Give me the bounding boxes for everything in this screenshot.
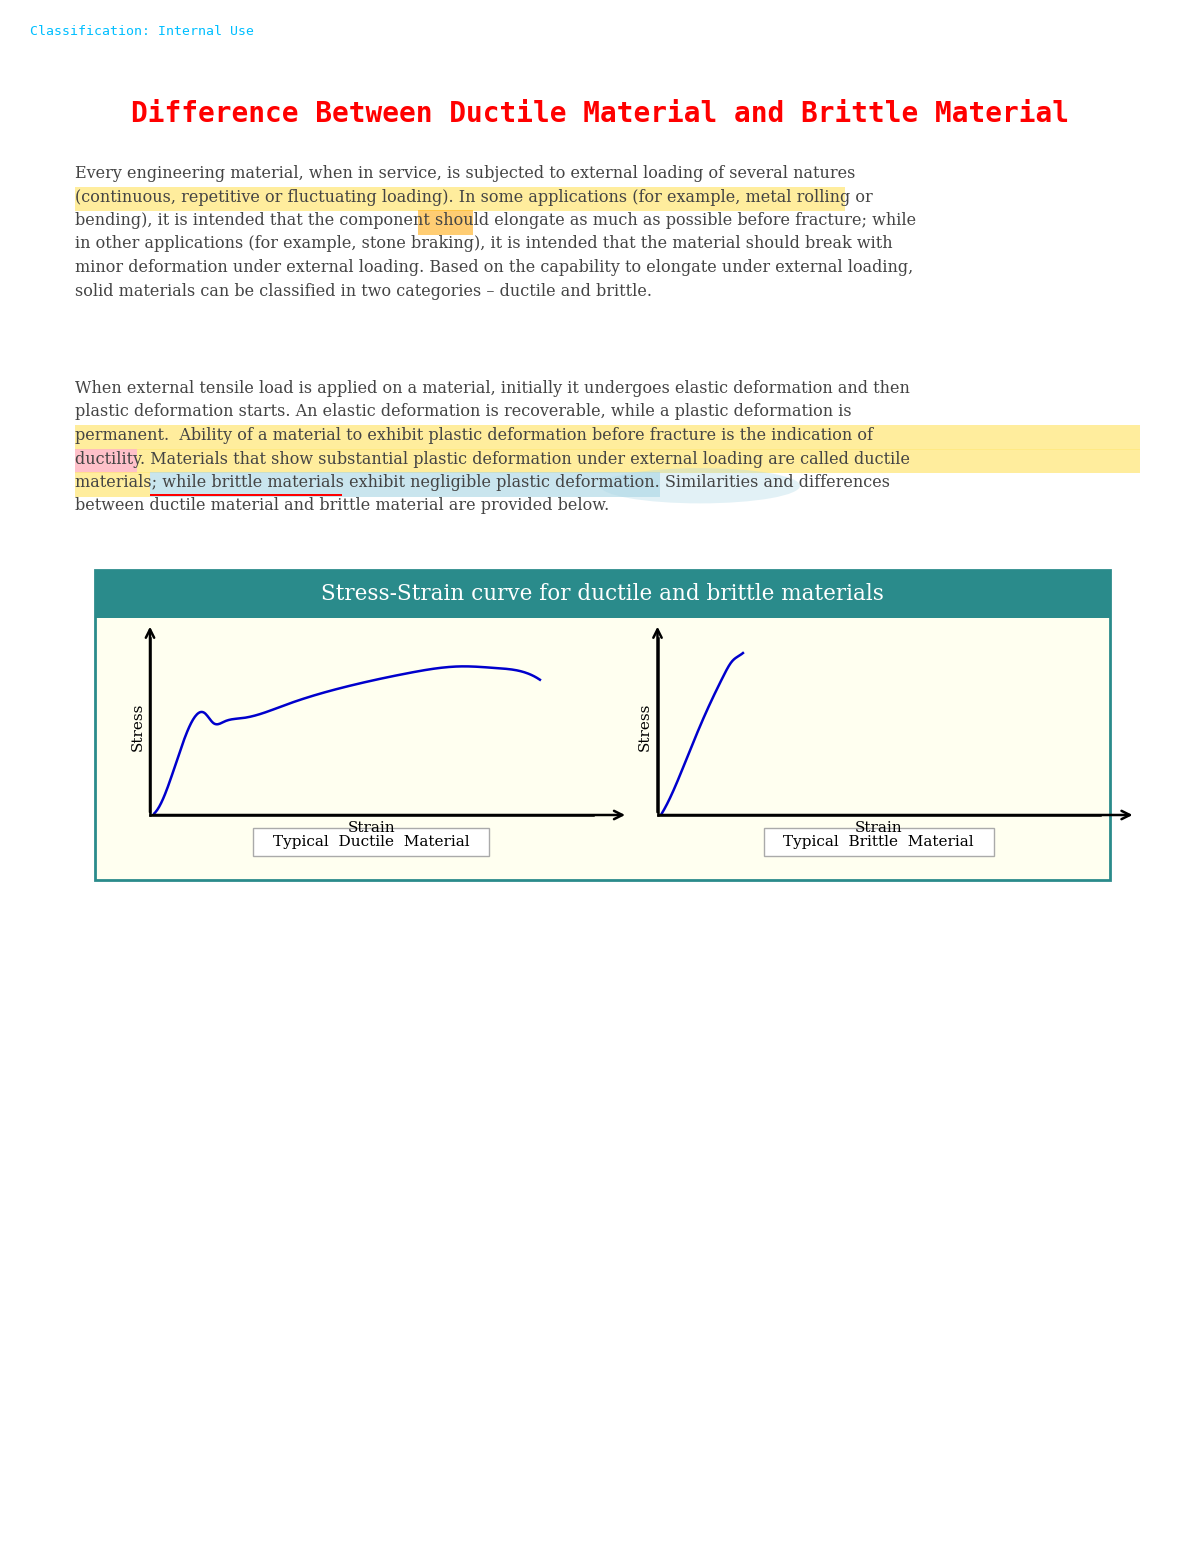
Text: in other applications (for example, stone braking), it is intended that the mate: in other applications (for example, ston…	[74, 236, 893, 253]
Text: Typical  Ductile  Material: Typical Ductile Material	[272, 836, 469, 849]
Text: ductility. Materials that show substantial plastic deformation under external lo: ductility. Materials that show substanti…	[74, 450, 910, 467]
Bar	[74, 472, 150, 497]
Y-axis label: Stress: Stress	[638, 702, 652, 750]
Bar	[95, 570, 1110, 618]
Bar	[74, 186, 845, 211]
Bar	[137, 449, 1140, 474]
Text: Every engineering material, when in service, is subjected to external loading of: Every engineering material, when in serv…	[74, 165, 856, 182]
Bar	[150, 494, 342, 495]
Bar	[253, 828, 490, 856]
Text: bending), it is intended that the component should elongate as much as possible : bending), it is intended that the compon…	[74, 213, 916, 228]
Text: Typical  Brittle  Material: Typical Brittle Material	[784, 836, 974, 849]
Text: minor deformation under external loading. Based on the capability to elongate un: minor deformation under external loading…	[74, 259, 913, 276]
Bar	[150, 472, 660, 497]
Text: (continuous, repetitive or fluctuating loading). In some applications (for examp: (continuous, repetitive or fluctuating l…	[74, 188, 872, 205]
Text: permanent.  Ability of a material to exhibit plastic deformation before fracture: permanent. Ability of a material to exhi…	[74, 427, 874, 444]
Text: materials; while brittle materials exhibit negligible plastic deformation. Simil: materials; while brittle materials exhib…	[74, 474, 890, 491]
Y-axis label: Stress: Stress	[131, 702, 144, 750]
Bar	[763, 828, 994, 856]
Ellipse shape	[600, 467, 800, 503]
Text: solid materials can be classified in two categories – ductile and brittle.: solid materials can be classified in two…	[74, 283, 652, 300]
Text: When external tensile load is applied on a material, initially it undergoes elas: When external tensile load is applied on…	[74, 380, 910, 398]
Text: Classification: Internal Use: Classification: Internal Use	[30, 25, 254, 37]
X-axis label: Strain: Strain	[854, 820, 902, 834]
Text: plastic deformation starts. An elastic deformation is recoverable, while a plast: plastic deformation starts. An elastic d…	[74, 404, 852, 421]
Bar	[95, 570, 1110, 881]
Text: Stress-Strain curve for ductile and brittle materials: Stress-Strain curve for ductile and brit…	[322, 582, 884, 606]
Text: between ductile material and brittle material are provided below.: between ductile material and brittle mat…	[74, 497, 610, 514]
Bar	[74, 426, 1140, 449]
Text: Difference Between Ductile Material and Brittle Material: Difference Between Ductile Material and …	[131, 99, 1069, 127]
Bar	[418, 210, 473, 235]
Bar	[74, 449, 137, 474]
X-axis label: Strain: Strain	[348, 820, 395, 834]
